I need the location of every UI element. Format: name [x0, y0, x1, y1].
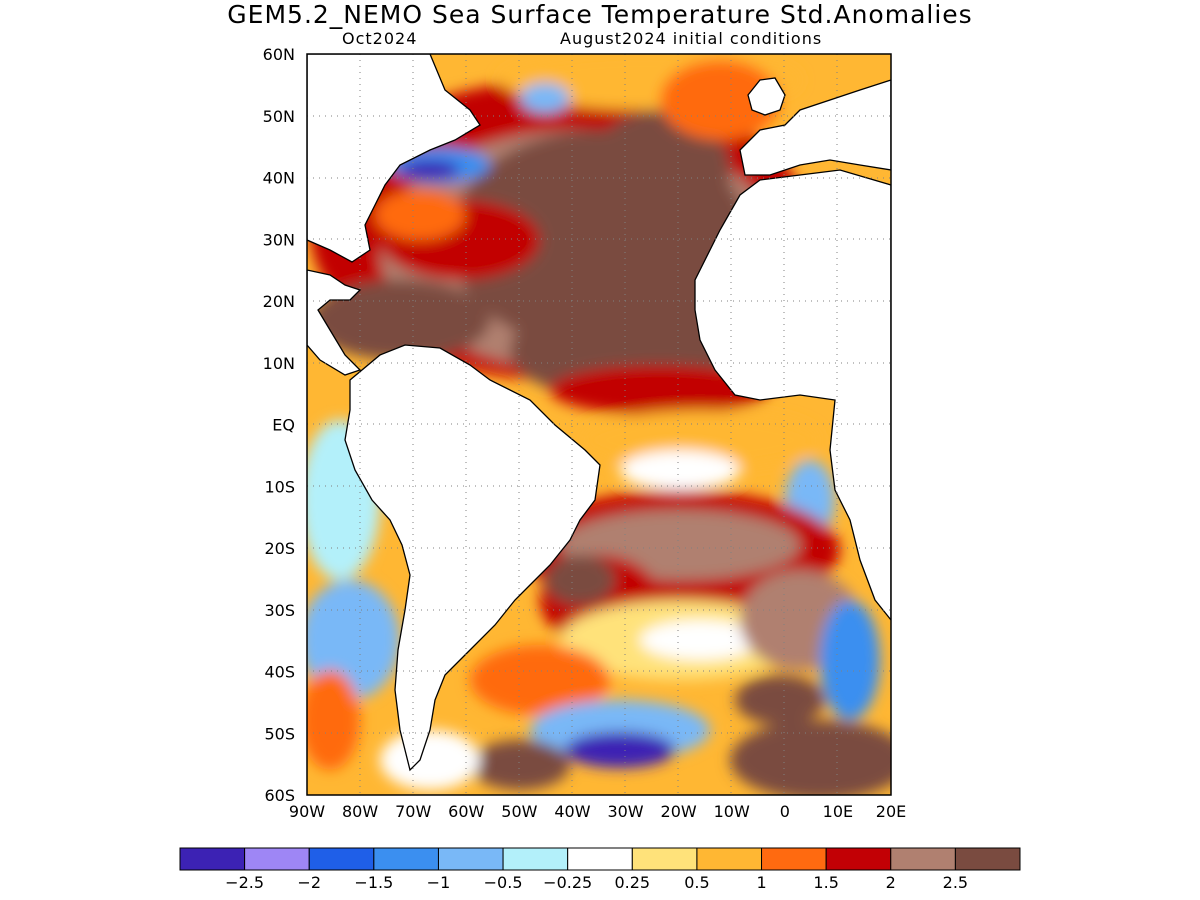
british-isles: [747, 77, 786, 116]
lat-tick-label: 20S: [264, 539, 295, 558]
lon-tick-label: 20W: [661, 802, 697, 821]
anomaly-blob: [590, 110, 730, 230]
lon-tick-label: 70W: [395, 802, 431, 821]
legend-swatch: [954, 847, 1021, 871]
lon-tick-label: 90W: [289, 802, 325, 821]
anomaly-blob: [735, 675, 825, 725]
lat-tick-label: 40N: [263, 169, 295, 188]
legend-label: −1: [427, 873, 451, 892]
legend-swatch: [244, 847, 310, 871]
map-title: GEM5.2_NEMO Sea Surface Temperature Std.…: [227, 0, 973, 29]
legend-label: −1.5: [354, 873, 393, 892]
south-america: [344, 344, 601, 772]
anomaly-blob: [545, 555, 615, 605]
anomaly-blob: [520, 83, 570, 113]
north-america: [307, 54, 481, 263]
lat-tick-label: EQ: [272, 416, 295, 435]
lon-tick-label: 10E: [823, 802, 853, 821]
land-masses: [307, 54, 891, 772]
graticule: [307, 54, 891, 795]
legend-label: 2.5: [943, 873, 968, 892]
anomaly-blob: [620, 450, 740, 490]
lon-tick-label: 30W: [607, 802, 643, 821]
anomaly-blob: [400, 160, 460, 180]
europe: [739, 79, 891, 176]
anomaly-blob: [380, 730, 480, 790]
map-frame: [306, 53, 892, 796]
legend-label: −2.5: [225, 873, 264, 892]
forecast-month: Oct2024: [342, 29, 418, 48]
legend-swatch: [631, 847, 698, 871]
legend-label: 0.25: [614, 873, 650, 892]
lat-tick-label: 10S: [264, 477, 295, 496]
anomaly-blob: [580, 410, 820, 470]
lon-tick-label: 0: [780, 802, 790, 821]
anomaly-blob: [470, 645, 610, 715]
lat-tick-label: 30S: [264, 601, 295, 620]
legend-swatch: [437, 847, 504, 871]
legend-swatch: [179, 847, 246, 871]
legend-swatch: [502, 847, 569, 871]
lon-tick-label: 10W: [714, 802, 750, 821]
anomaly-blob: [730, 720, 891, 795]
lat-tick-label: 40S: [264, 663, 295, 682]
legend-label: −0.25: [543, 873, 592, 892]
legend-label: −0.5: [484, 873, 523, 892]
anomaly-field: [307, 54, 891, 795]
latitude-labels: 60N 50N 40N 30N 20N 10N EQ 10S 20S 30S 40S 50S 60S: [263, 45, 295, 805]
lat-tick-label: 50S: [264, 724, 295, 743]
legend-labels: −2.5 −2 −1.5 −1 −0.5 −0.25 0.25 0.5 1 1.5 2 2.5: [225, 873, 968, 892]
legend-label: 2: [886, 873, 896, 892]
africa: [694, 169, 891, 622]
legend-swatch: [761, 847, 827, 871]
anomaly-map: [307, 54, 891, 795]
legend-swatch: [567, 847, 633, 871]
legend-label: 0.5: [684, 873, 709, 892]
legend-swatch: [890, 847, 956, 871]
legend-swatch: [825, 847, 892, 871]
lon-tick-label: 60W: [448, 802, 484, 821]
lon-tick-label: 20E: [876, 802, 906, 821]
lon-tick-label: 80W: [342, 802, 378, 821]
anomaly-blob: [307, 670, 360, 770]
lat-tick-label: 60S: [264, 786, 295, 805]
legend-swatch: [696, 847, 763, 871]
initial-conditions: August2024 initial conditions: [560, 29, 823, 48]
anomaly-blob: [820, 600, 880, 720]
lat-tick-label: 60N: [263, 45, 295, 64]
anomaly-blob: [307, 580, 400, 700]
lon-tick-label: 40W: [554, 802, 590, 821]
lat-tick-label: 10N: [263, 354, 295, 373]
legend-label: 1: [756, 873, 766, 892]
anomaly-blob: [660, 60, 780, 140]
lat-tick-label: 20N: [263, 292, 295, 311]
lon-tick-label: 50W: [501, 802, 537, 821]
anomaly-blob: [550, 365, 770, 415]
anomaly-blob: [470, 740, 570, 790]
legend-swatch: [308, 847, 375, 871]
longitude-labels: 90W 80W 70W 60W 50W 40W 30W 20W 10W 0 10E 20E: [289, 802, 906, 821]
anomaly-blob: [310, 280, 490, 360]
lat-tick-label: 50N: [263, 107, 295, 126]
anomaly-blob: [640, 620, 760, 660]
legend-swatch: [373, 847, 439, 871]
central-america: [307, 269, 362, 376]
color-legend: [179, 847, 1021, 871]
anomaly-blob: [375, 190, 465, 240]
legend-label: 1.5: [813, 873, 838, 892]
anomaly-blob: [565, 732, 675, 768]
lat-tick-label: 30N: [263, 230, 295, 249]
legend-label: −2: [297, 873, 321, 892]
